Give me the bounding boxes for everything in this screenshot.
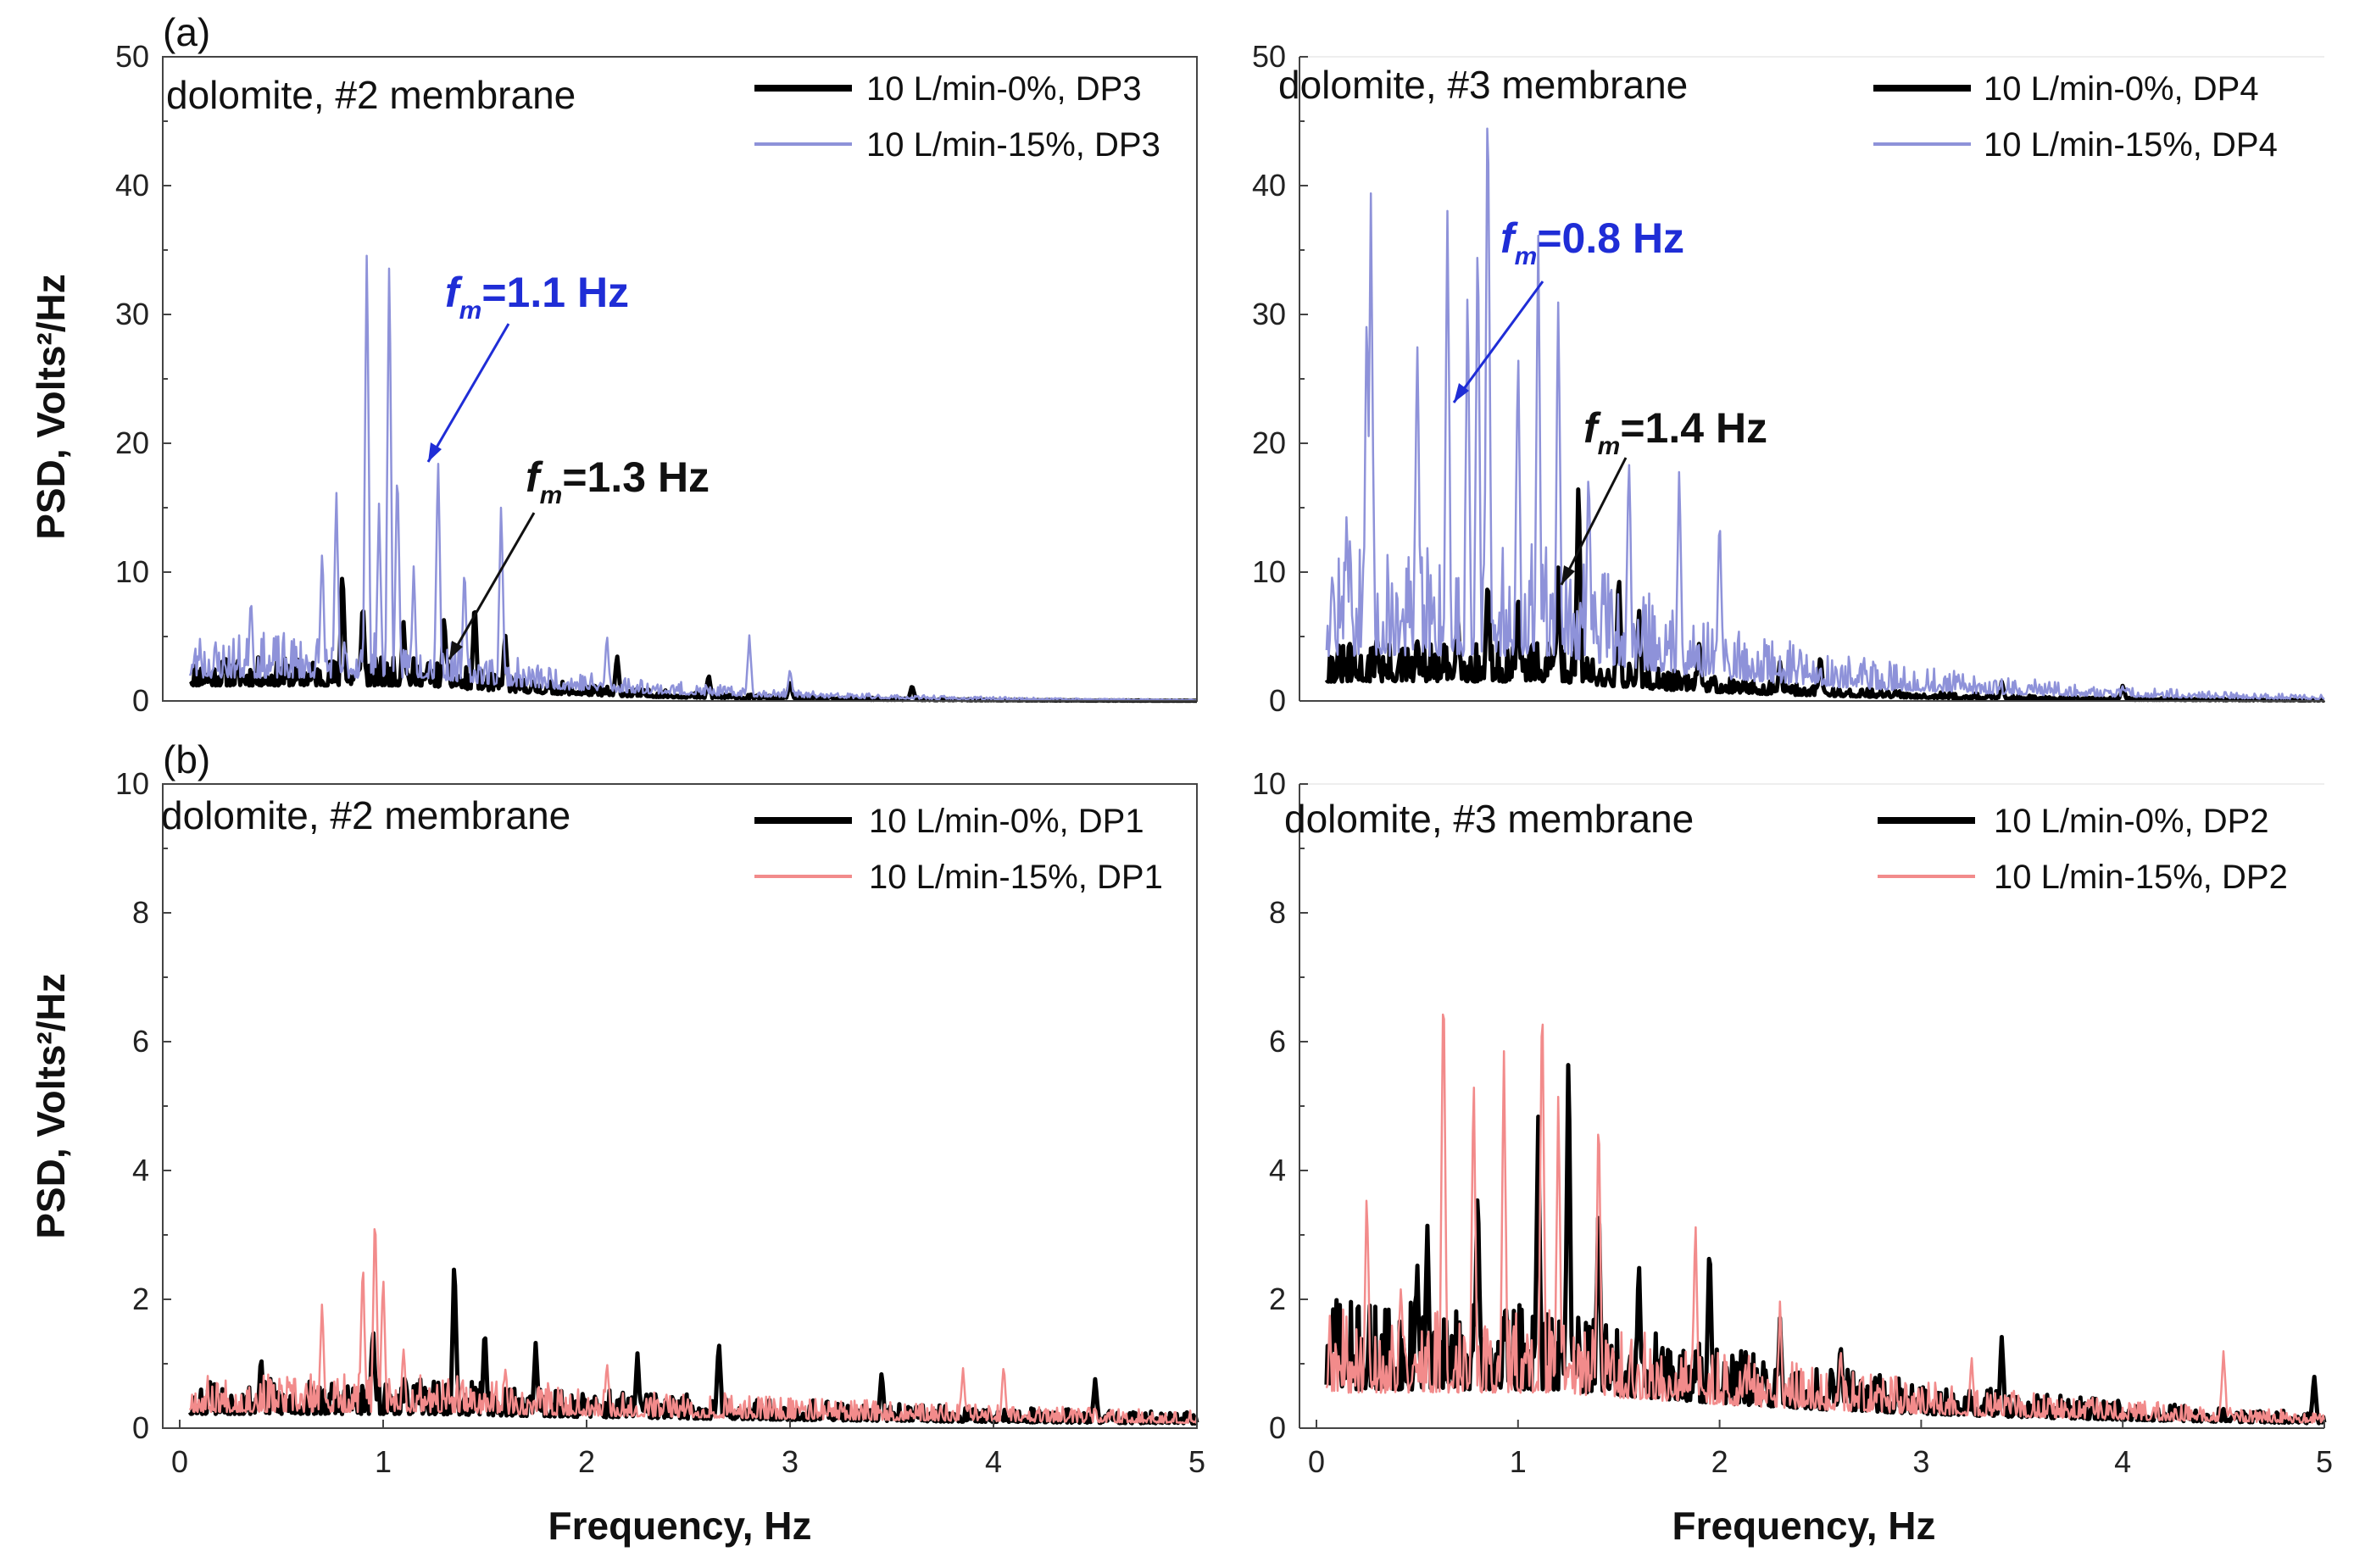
series-line-a-right-0 (1324, 487, 2326, 703)
annotation-a-left-0-rest: =1.1 Hz (481, 269, 629, 316)
ytick-label-b-left-5: 10 (115, 766, 149, 801)
ytick-label-a-right-0: 0 (1269, 683, 1286, 718)
annotation-a-left-0-f: f (445, 269, 463, 316)
ytick-label-a-right-5: 50 (1252, 39, 1286, 74)
annotation-a-right-0-sub: m (1515, 242, 1538, 270)
annotation-a-left-0: fm=1.1 Hz (445, 269, 629, 325)
yticks-a-left: 0 10 20 30 40 50 (115, 39, 171, 718)
annotation-arrowhead-a-left-0 (428, 442, 442, 462)
annotation-a-left-1-f: f (526, 453, 543, 501)
annotation-arrowhead-a-left-1 (449, 641, 463, 659)
series-line-b-left-1 (188, 1227, 1199, 1425)
ytick-label-b-right-4: 8 (1269, 895, 1286, 930)
xtick-label-b-right-5: 5 (2316, 1444, 2333, 1479)
annotation-a-right-1: fm=1.4 Hz (1583, 404, 1767, 460)
xtick-label-b-right-2: 2 (1711, 1444, 1728, 1479)
annotation-a-right-1-sub: m (1598, 432, 1621, 460)
xtick-label-b-left-0: 0 (171, 1444, 188, 1479)
annotation-a-left-1-sub: m (540, 481, 563, 509)
annotation-a-left-1: fm=1.3 Hz (526, 453, 710, 509)
annotation-a-right-1-rest: =1.4 Hz (1620, 404, 1767, 452)
yticks-a-right: 0 10 20 30 40 50 (1252, 39, 1308, 718)
ytick-label-a-left-4: 40 (115, 168, 149, 203)
legend-label-a-left-0: 10 L/min-0%, DP3 (866, 70, 1142, 108)
xtick-label-b-right-4: 4 (2114, 1444, 2131, 1479)
xlabel-b-left: Frequency, Hz (548, 1504, 812, 1548)
ytick-label-a-left-5: 50 (115, 39, 149, 74)
ytick-label-a-left-0: 0 (132, 683, 149, 718)
panel-label-a: (a) (163, 10, 210, 54)
ytick-label-a-right-3: 30 (1252, 297, 1286, 331)
annotation-a-right-0-f: f (1500, 214, 1518, 262)
xtick-label-b-left-4: 4 (985, 1444, 1002, 1479)
subtitle-a-right: dolomite, #3 membrane (1278, 63, 1688, 107)
panel-b-right: 0 2 4 6 8 10 0 1 2 3 4 5 dolomite, #3 membrane 10 … (1252, 766, 2333, 1548)
yticks-b-right: 0 2 4 6 8 10 (1252, 766, 1308, 1445)
annotation-a-left-0-sub: m (459, 297, 482, 325)
ytick-label-b-right-1: 2 (1269, 1282, 1286, 1316)
ytick-label-b-right-0: 0 (1269, 1410, 1286, 1445)
ytick-label-b-left-4: 8 (132, 895, 149, 930)
xticks-b-right: 0 1 2 3 4 5 (1308, 1420, 2333, 1479)
annotation-a-right-1-f: f (1583, 404, 1601, 452)
legend-label-b-right-1: 10 L/min-15%, DP2 (1994, 859, 2288, 896)
xticks-b-left: 0 1 2 3 4 5 (171, 1420, 1205, 1479)
ylabel-a: PSD, Volts²/Hz (29, 274, 73, 540)
plot-a-right-series (1324, 127, 2326, 703)
panel-a-left: (a) 0 10 20 30 40 50 dolomite, #2 membrane 10… (115, 10, 1199, 718)
subtitle-b-left: dolomite, #2 membrane (161, 793, 570, 837)
legend-label-a-right-0: 10 L/min-0%, DP4 (1984, 70, 2259, 108)
annotation-arrow-a-left-0 (426, 323, 510, 463)
ytick-label-a-left-1: 10 (115, 554, 149, 589)
xtick-label-b-left-2: 2 (578, 1444, 595, 1479)
xtick-label-b-left-3: 3 (782, 1444, 799, 1479)
annotation-arrowhead-a-right-1 (1561, 565, 1575, 585)
ytick-label-b-right-5: 10 (1252, 766, 1286, 801)
legend-label-b-right-0: 10 L/min-0%, DP2 (1994, 803, 2269, 840)
xtick-label-b-right-0: 0 (1308, 1444, 1325, 1479)
panel-b-left: (b) 0 2 4 6 8 10 0 1 2 3 4 5 dolomite, #2 membrane… (115, 737, 1205, 1548)
plot-b-left-series (187, 1227, 1199, 1426)
panel-label-b: (b) (163, 737, 210, 781)
annotation-arrow-a-right-0 (1452, 281, 1544, 403)
ytick-label-a-right-1: 10 (1252, 554, 1286, 589)
xtick-label-b-right-3: 3 (1912, 1444, 1929, 1479)
ytick-label-a-right-4: 40 (1252, 168, 1286, 203)
ytick-label-a-left-2: 20 (115, 425, 149, 460)
subtitle-b-right: dolomite, #3 membrane (1284, 797, 1694, 841)
panel-a-right: 0 10 20 30 40 50 dolomite, #3 membrane 10 L/m… (1252, 39, 2326, 718)
xtick-label-b-left-5: 5 (1188, 1444, 1205, 1479)
plot-b-right-series (1324, 1013, 2327, 1426)
subtitle-a-left: dolomite, #2 membrane (166, 73, 576, 117)
ytick-label-b-right-3: 6 (1269, 1024, 1286, 1059)
annotation-a-right-0: fm=0.8 Hz (1500, 214, 1684, 270)
annotation-a-left-1-rest: =1.3 Hz (562, 453, 710, 501)
legend-label-b-left-0: 10 L/min-0%, DP1 (869, 803, 1144, 840)
legend-label-b-left-1: 10 L/min-15%, DP1 (869, 859, 1163, 896)
annotation-arrow-a-left-1 (448, 512, 536, 660)
series-line-b-right-1 (1325, 1013, 2326, 1424)
legend-label-a-left-1: 10 L/min-15%, DP3 (866, 126, 1160, 164)
ytick-label-b-left-3: 6 (132, 1024, 149, 1059)
ytick-label-b-right-2: 4 (1269, 1153, 1286, 1187)
series-line-a-right-1 (1325, 127, 2325, 701)
xtick-label-b-left-1: 1 (375, 1444, 392, 1479)
xtick-label-b-right-1: 1 (1510, 1444, 1527, 1479)
ytick-label-a-right-2: 20 (1252, 425, 1286, 460)
yticks-b-left: 0 2 4 6 8 10 (115, 766, 171, 1445)
ylabel-b: PSD, Volts²/Hz (29, 973, 73, 1239)
ytick-label-b-left-2: 4 (132, 1153, 149, 1187)
xlabel-b-right: Frequency, Hz (1672, 1504, 1936, 1548)
legend-label-a-right-1: 10 L/min-15%, DP4 (1984, 126, 2278, 164)
ytick-label-a-left-3: 30 (115, 297, 149, 331)
ytick-label-b-left-0: 0 (132, 1410, 149, 1445)
annotation-arrow-a-right-1 (1560, 457, 1628, 586)
annotation-arrowhead-a-right-0 (1454, 383, 1469, 403)
ytick-label-b-left-1: 2 (132, 1282, 149, 1316)
series-line-a-left-1 (188, 254, 1198, 702)
annotation-a-right-0-rest: =0.8 Hz (1537, 214, 1684, 262)
